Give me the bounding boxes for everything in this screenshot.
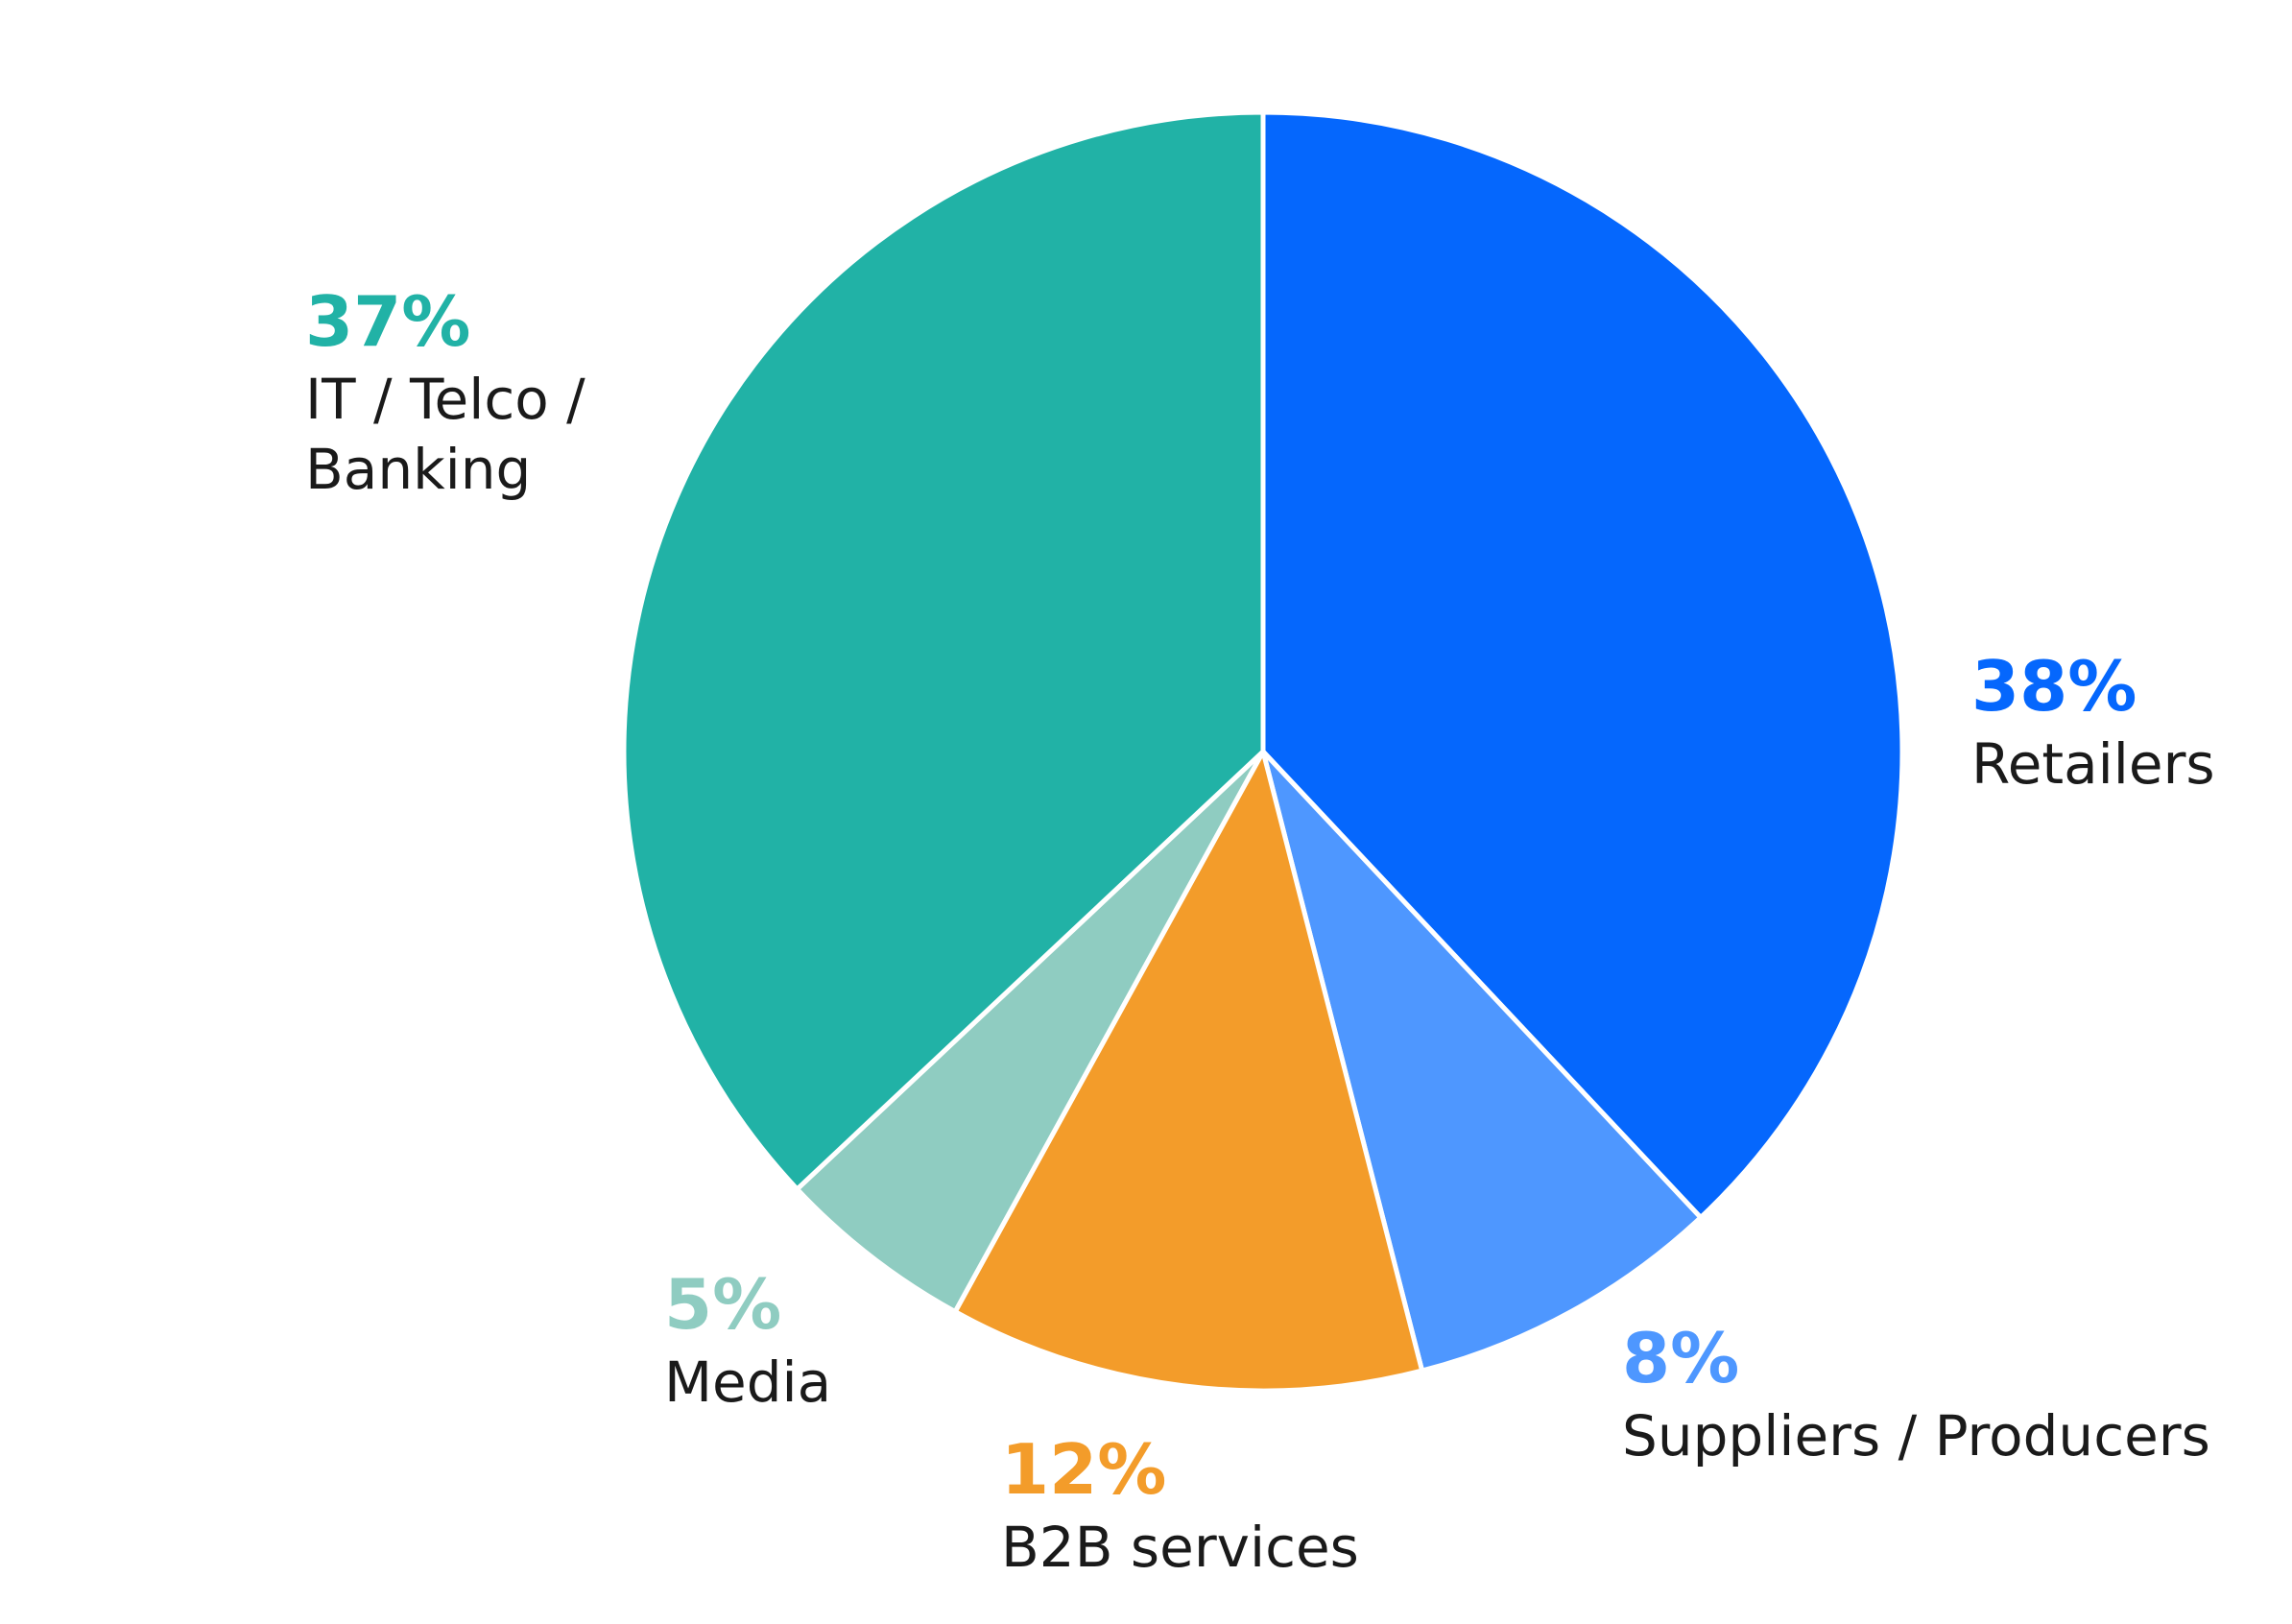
pie-slice-media xyxy=(795,749,1266,1315)
category-label-b2b-services: B2B services xyxy=(1001,1515,1359,1580)
percent-label-it-telco-banking: 37% xyxy=(305,281,470,362)
pie-slice-suppliers-producers xyxy=(1260,749,1704,1373)
pie-slice-it-telco-banking xyxy=(621,109,1266,1192)
pie-slices xyxy=(621,109,1905,1394)
pie-slice-b2b-services xyxy=(952,749,1425,1394)
slice-labels: 38%Retailers 8%Suppliers / Producers 12%B2… xyxy=(305,281,2215,1580)
category-label-it-telco-banking-line-1: IT / Telco / xyxy=(305,367,585,432)
percent-label-media: 5% xyxy=(664,1264,781,1345)
category-label-media: Media xyxy=(664,1349,831,1415)
percent-label-b2b-services: 12% xyxy=(1001,1429,1166,1510)
category-label-it-telco-banking-line-2: Banking xyxy=(305,437,531,502)
category-label-suppliers-producers: Suppliers / Producers xyxy=(1622,1403,2210,1469)
percent-label-suppliers-producers: 8% xyxy=(1622,1318,1739,1398)
percent-label-retailers: 38% xyxy=(1971,646,2137,727)
pie-slice-retailers xyxy=(1260,109,1905,1220)
category-label-retailers: Retailers xyxy=(1971,731,2215,797)
